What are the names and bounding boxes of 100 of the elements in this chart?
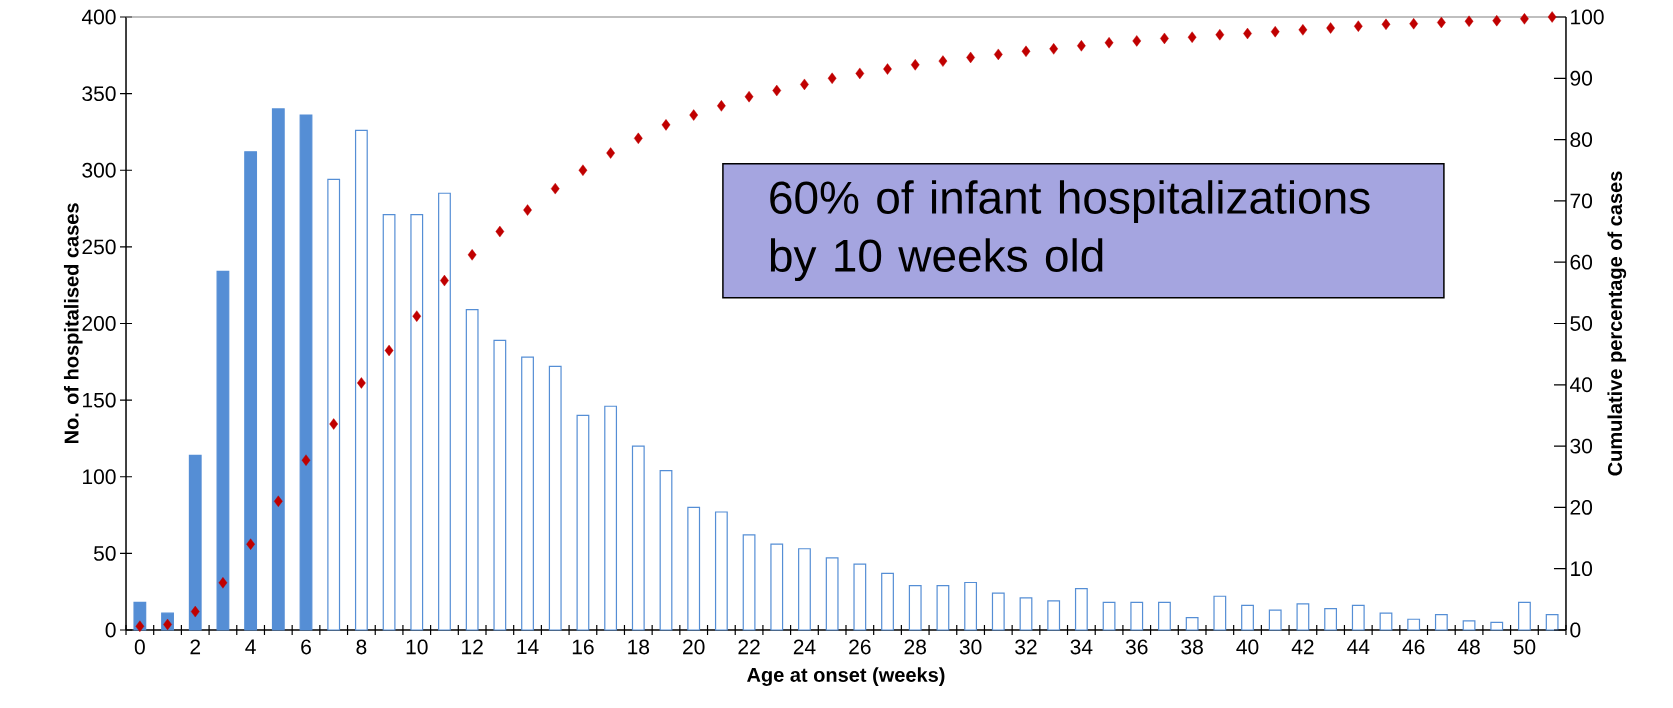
point (633, 132, 643, 145)
x-tick-label: 44 (1347, 639, 1370, 654)
x-tick-label: 46 (1402, 639, 1425, 655)
point (744, 90, 754, 103)
x-tick-label: 24 (793, 639, 816, 655)
x-tick-label: 4 (245, 639, 256, 654)
y2-tick-label: 50 (1570, 316, 1593, 331)
bar (1019, 597, 1033, 631)
bar (1158, 601, 1171, 631)
x-tick-label: 36 (1125, 639, 1148, 655)
bar (964, 581, 978, 631)
bar (271, 108, 285, 631)
x-tick-label: 28 (904, 639, 926, 655)
bar (1518, 601, 1531, 631)
bar (908, 584, 922, 631)
x-tick-label: 42 (1291, 639, 1314, 655)
point (772, 84, 782, 97)
bar (410, 214, 424, 631)
y-tick-label: 50 (93, 545, 116, 561)
point (689, 109, 699, 121)
bar (188, 454, 202, 631)
x-tick-label: 20 (683, 639, 705, 655)
x-tick-label: 32 (1015, 639, 1037, 655)
point (1409, 18, 1418, 30)
y-tick-label: 200 (82, 316, 116, 331)
x-tick-label: 26 (849, 639, 871, 655)
bar (1296, 603, 1310, 631)
annotation: 60% of infant hospitalizations by 10 weeks old (770, 180, 1370, 282)
bar (548, 365, 562, 631)
bar (1185, 617, 1199, 631)
bar (299, 114, 313, 631)
bar (327, 178, 341, 631)
point (495, 225, 505, 238)
bar (1351, 604, 1365, 631)
point (357, 377, 366, 389)
bar (1213, 595, 1227, 631)
point (412, 310, 422, 322)
bar (853, 563, 867, 631)
bar (659, 470, 673, 631)
point (993, 48, 1003, 61)
bar (1407, 618, 1421, 631)
x-tick-label: 18 (628, 639, 650, 655)
bar (881, 572, 894, 631)
point (717, 100, 726, 112)
x-tick-label: 2 (190, 639, 201, 655)
point (938, 55, 948, 67)
x-tick-label: 40 (1236, 639, 1259, 655)
point (827, 72, 837, 84)
point (246, 538, 255, 550)
y2-tick-label: 70 (1570, 193, 1593, 209)
bar (936, 584, 950, 631)
point (384, 344, 394, 357)
bar (1268, 609, 1282, 631)
point (1298, 24, 1308, 36)
point (661, 119, 671, 131)
x-tick-label: 30 (959, 639, 982, 655)
bar (742, 534, 756, 631)
y2-tick-label: 40 (1569, 377, 1593, 393)
x-tick-label: 38 (1181, 639, 1203, 655)
point (1547, 11, 1557, 23)
bar (604, 405, 618, 631)
x-tick-label: 50 (1513, 639, 1536, 655)
point (1353, 20, 1363, 32)
y-axis-title: No. of hospitalised cases (63, 203, 83, 444)
point (523, 204, 532, 216)
y2-tick-label: 10 (1571, 561, 1593, 577)
bar (493, 339, 507, 631)
point (578, 164, 588, 176)
bar (1047, 600, 1061, 631)
point (883, 63, 892, 75)
y-tick-label: 150 (83, 392, 116, 408)
y-tick-label: 300 (82, 162, 116, 178)
point (218, 577, 228, 589)
bar (576, 414, 590, 631)
bar (1130, 601, 1144, 631)
point (1049, 43, 1058, 55)
bar (1379, 612, 1393, 631)
bar (1074, 588, 1088, 631)
point (301, 454, 311, 466)
bar (770, 543, 784, 631)
point (550, 182, 560, 195)
point (1021, 45, 1031, 58)
bar (798, 548, 811, 631)
y-tick-label: 0 (105, 622, 116, 638)
x-tick-label: 8 (356, 639, 367, 655)
bar (244, 151, 258, 631)
y-tick-label: 100 (83, 469, 116, 485)
point (606, 147, 615, 159)
point (329, 418, 339, 430)
bar (521, 356, 534, 631)
y2-tick-label: 100 (1571, 9, 1604, 25)
bar (825, 557, 839, 631)
x-tick-label: 22 (738, 639, 760, 655)
bar (687, 506, 701, 631)
x-tick-label: 16 (572, 639, 594, 655)
point (135, 620, 145, 633)
y2-axis-title: Cumulative percentage of cases (1607, 171, 1627, 476)
bar (991, 592, 1005, 631)
bar (382, 214, 396, 631)
point (1215, 29, 1225, 41)
